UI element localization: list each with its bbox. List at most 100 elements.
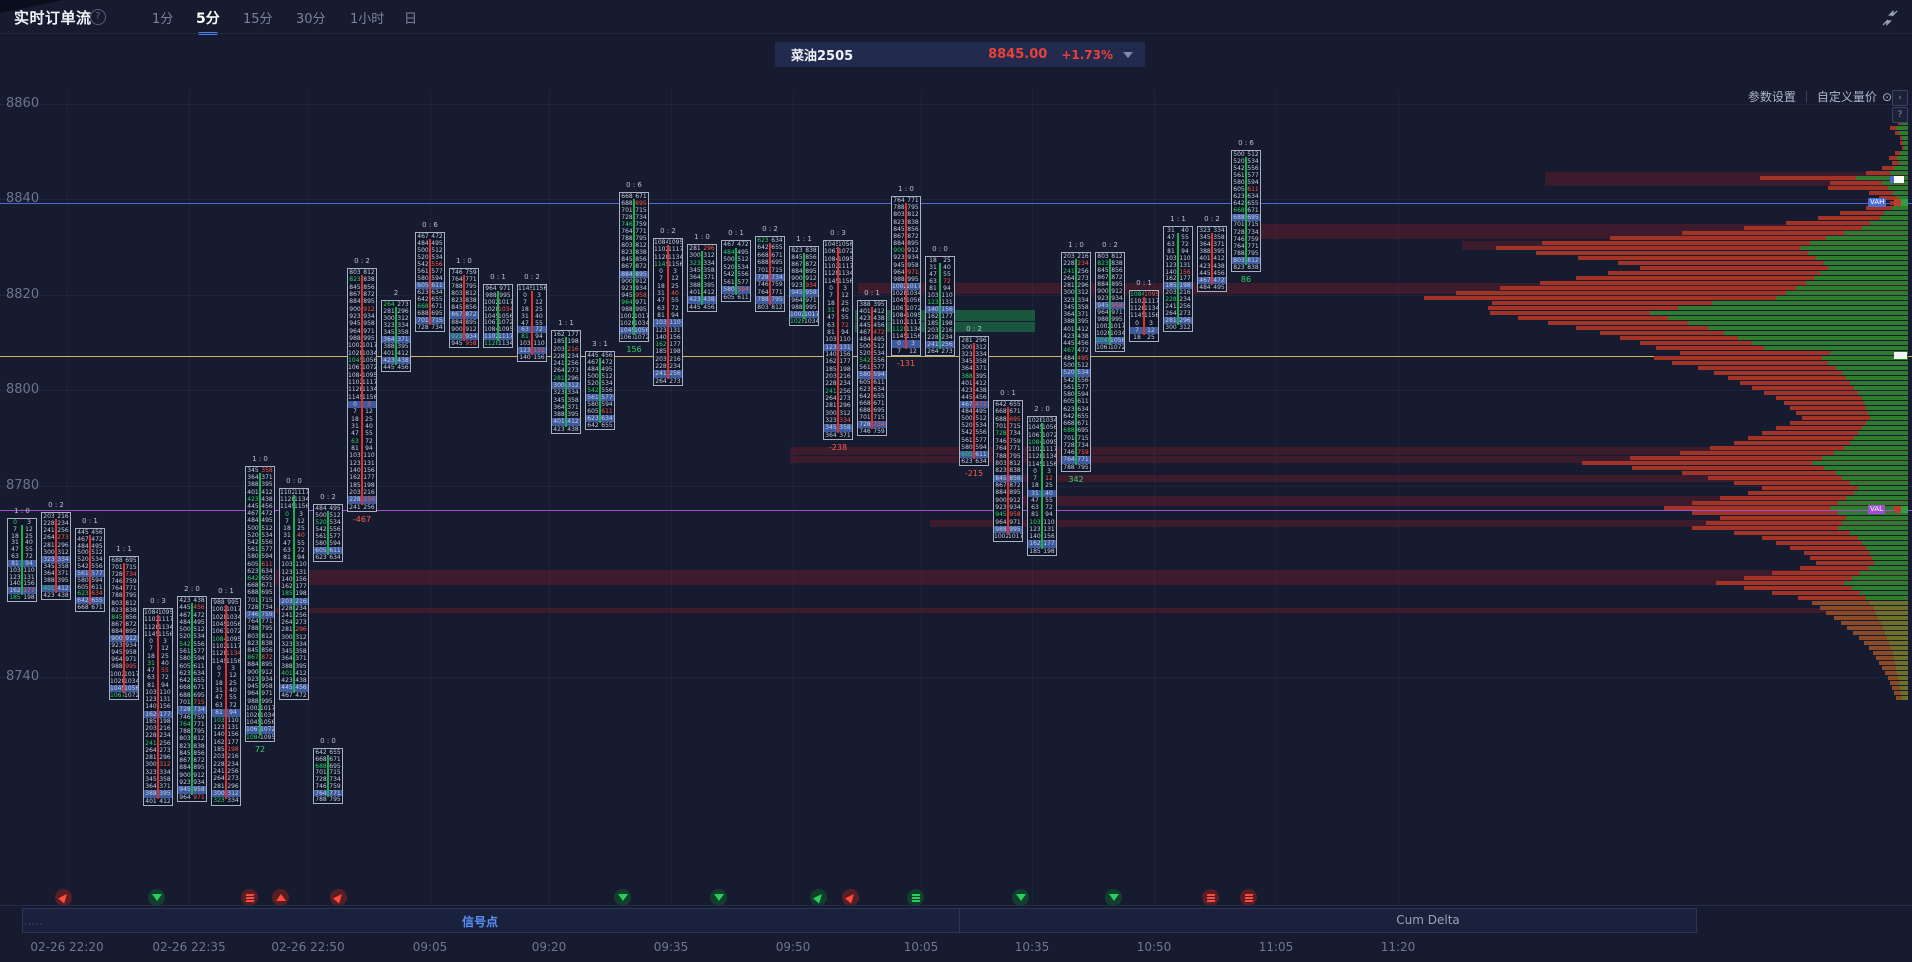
signal-layers-icon[interactable] xyxy=(241,889,258,906)
footprint-cell-row: 746 759 xyxy=(994,438,1022,445)
bid-volume: 364 xyxy=(553,403,565,411)
ask-volume: 577 xyxy=(1077,383,1089,391)
tab-timeframe-4[interactable]: 1小时 xyxy=(350,12,385,27)
bid-volume: 388 xyxy=(1063,318,1075,326)
signal-pointer-icon[interactable] xyxy=(55,889,72,906)
ask-volume: 715 xyxy=(873,413,885,421)
signal-up-icon[interactable] xyxy=(272,889,289,906)
ask-volume: 40 xyxy=(943,264,951,271)
ask-volume: 234 xyxy=(1179,296,1191,304)
signal-pointer-icon[interactable] xyxy=(842,889,859,906)
ask-volume: 371 xyxy=(1077,311,1089,319)
ask-volume: 312 xyxy=(1077,289,1089,297)
bid-volume: 520 xyxy=(247,531,259,539)
footprint-cell-row: 1084 1095 xyxy=(654,239,682,246)
ask-volume: 856 xyxy=(635,256,647,264)
cum-delta-label[interactable]: Cum Delta xyxy=(1396,913,1460,927)
panel-help-button[interactable]: ? xyxy=(1892,107,1908,123)
footprint-cell-row: 103 110 xyxy=(926,292,954,299)
ask-volume: 334 xyxy=(295,640,307,648)
footprint-cell-row: 964 971 xyxy=(790,297,818,304)
ask-volume: 334 xyxy=(1077,296,1089,304)
signal-down-icon[interactable] xyxy=(1105,889,1122,906)
panel-expand-button[interactable]: › xyxy=(1892,90,1908,106)
bid-volume: 764 xyxy=(893,197,905,204)
ask-volume: 1034 xyxy=(1042,417,1056,424)
settings-button[interactable]: 参数设置 xyxy=(1747,90,1796,104)
bid-volume: 31 xyxy=(1167,227,1175,234)
footprint-cell-row: 845 856 xyxy=(178,750,206,757)
tab-timeframe-1[interactable]: 5分 xyxy=(196,8,220,35)
custom-volume-price-button[interactable]: 自定义量价 xyxy=(1816,90,1877,104)
profile-bar-red xyxy=(1548,321,1688,325)
candle-line xyxy=(973,343,975,459)
bid-volume: 241 xyxy=(655,370,667,378)
ask-volume: 40 xyxy=(229,687,237,695)
footprint-column-header: 1 : 1 xyxy=(1170,215,1186,223)
footprint-cell-row: 467 472 xyxy=(722,241,750,249)
ask-volume: 856 xyxy=(465,304,477,312)
tab-timeframe-0[interactable]: 1分 xyxy=(152,12,174,27)
footprint-cell-row: 923 934 xyxy=(348,313,376,320)
bid-volume: 845 xyxy=(247,647,259,655)
signal-layers-icon[interactable] xyxy=(1240,889,1257,906)
ask-volume: 273 xyxy=(669,377,681,385)
ask-volume: 312 xyxy=(839,409,851,417)
tab-timeframe-2[interactable]: 15分 xyxy=(243,12,273,27)
signal-down-icon[interactable] xyxy=(148,889,165,906)
footprint-cell-row: 81 94 xyxy=(1028,511,1056,518)
footprint-cell-row: 63 72 xyxy=(1164,241,1192,248)
bid-volume: 542 xyxy=(179,640,191,648)
bid-volume: 81 xyxy=(147,681,155,689)
footprint-cell-row: 623 634 xyxy=(960,458,988,465)
time-gridline xyxy=(67,90,68,905)
footprint-cell-row: 323 334 xyxy=(1062,297,1090,304)
footprint-cell-row: 845 856 xyxy=(1096,267,1124,274)
signal-pointer-icon[interactable] xyxy=(330,889,347,906)
ask-volume: 958 xyxy=(805,289,817,297)
bid-volume: 264 xyxy=(1063,274,1075,282)
signal-layers-icon[interactable] xyxy=(907,889,924,906)
eye-icon[interactable]: ⊙ xyxy=(1881,89,1892,104)
tab-timeframe-5[interactable]: 日 xyxy=(404,12,418,27)
footprint-cell-row: 788 795 xyxy=(620,235,648,242)
ask-volume: 395 xyxy=(703,281,715,289)
instrument-name: 菜油2505 xyxy=(791,49,854,64)
footprint-cell-row: 18 25 xyxy=(1028,482,1056,489)
ask-volume: 958 xyxy=(193,786,205,794)
candle-line xyxy=(905,203,907,349)
ask-volume: 912 xyxy=(907,247,919,255)
profile-bar-green xyxy=(1834,451,1908,455)
bid-volume: 18 xyxy=(283,525,291,533)
bid-volume: 803 xyxy=(1097,253,1109,260)
footprint-cell-row: 345 358 xyxy=(1062,304,1090,311)
ask-volume: 296 xyxy=(397,308,409,315)
ask-volume: 472 xyxy=(873,329,885,337)
ask-volume: 177 xyxy=(23,587,35,595)
tab-timeframe-3[interactable]: 30分 xyxy=(296,12,326,27)
chevron-down-icon[interactable] xyxy=(1123,51,1133,58)
profile-bar-green xyxy=(1866,406,1908,410)
bid-volume: 31 xyxy=(657,290,665,298)
signal-points-label[interactable]: 信号点 xyxy=(461,915,499,929)
ask-volume: 556 xyxy=(329,526,341,533)
footprint-cell-row: 281 296 xyxy=(552,375,580,382)
help-icon[interactable]: ? xyxy=(90,9,106,25)
collapse-icon[interactable] xyxy=(1880,8,1900,28)
signal-down-icon[interactable] xyxy=(1012,889,1029,906)
signal-layers-icon[interactable] xyxy=(1202,889,1219,906)
signal-down-icon[interactable] xyxy=(710,889,727,906)
signal-down-icon[interactable] xyxy=(614,889,631,906)
bid-volume: 867 xyxy=(621,263,633,271)
profile-bar-red xyxy=(1664,506,1830,510)
bid-volume: 923 xyxy=(1097,295,1109,302)
ask-volume: 72 xyxy=(535,326,543,334)
bid-volume: 1128 xyxy=(824,270,838,278)
instrument-selector[interactable]: 菜油2505 8845.00 +1.73% xyxy=(775,42,1145,67)
bid-volume: 900 xyxy=(893,247,905,255)
signal-pointer-icon[interactable] xyxy=(810,889,827,906)
footprint-cell-row: 484 495 xyxy=(314,505,342,512)
profile-bar-red xyxy=(1772,591,1860,595)
